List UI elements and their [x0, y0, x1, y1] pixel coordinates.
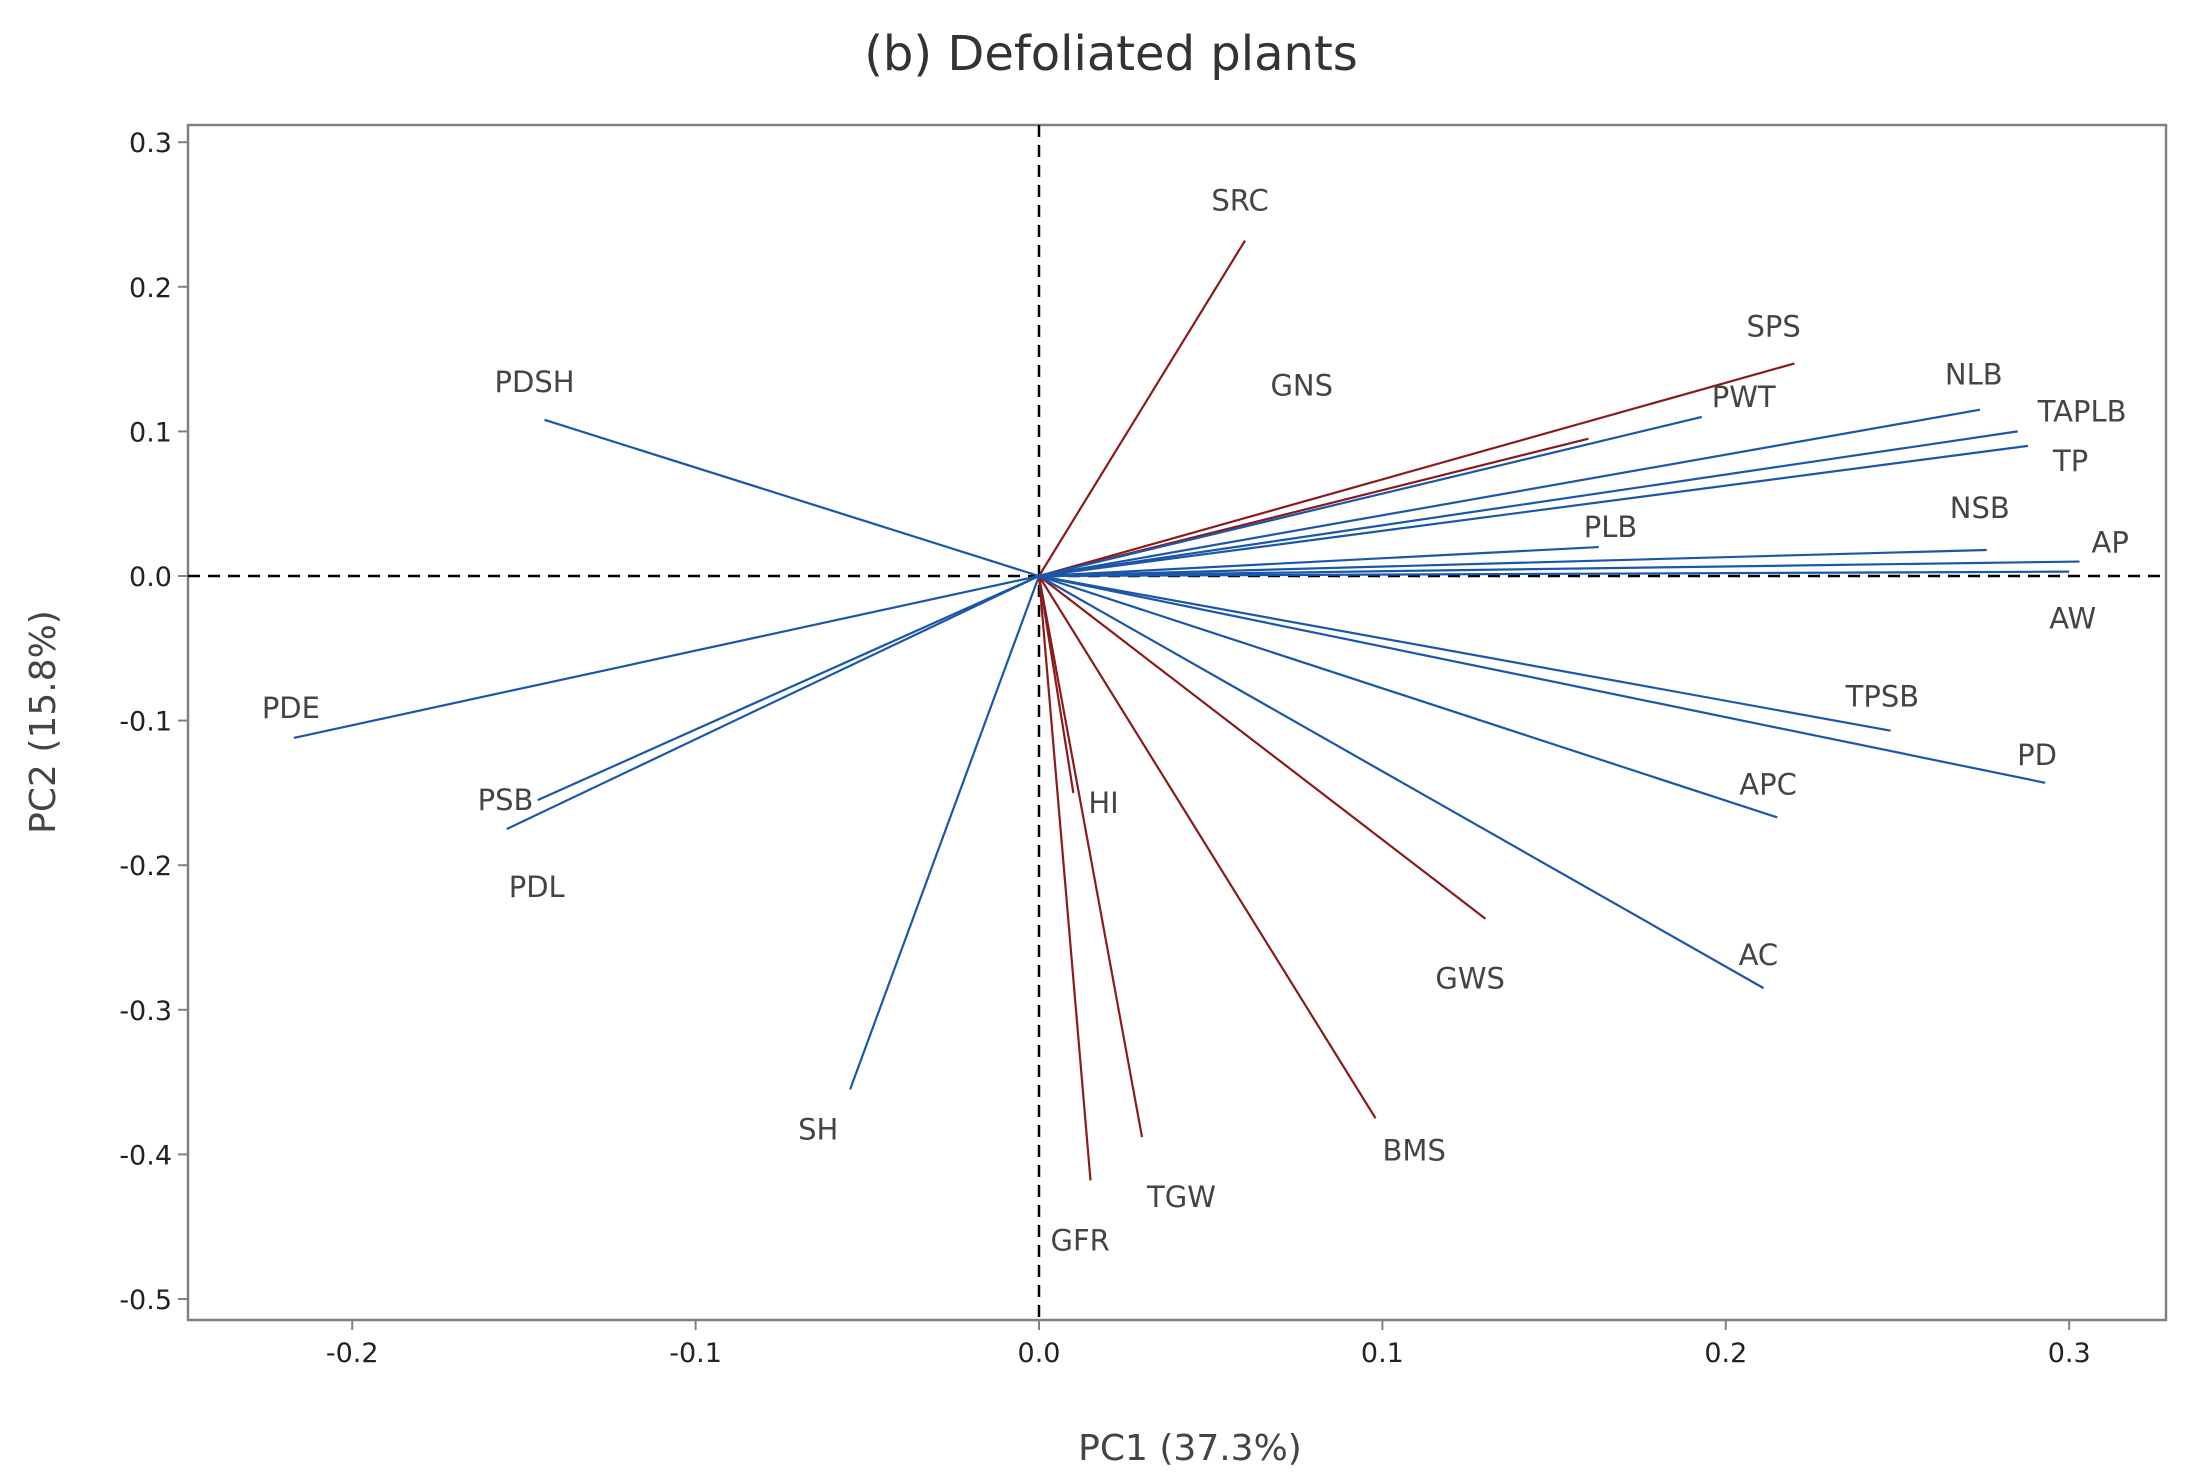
label-plb: PLB — [1584, 510, 1638, 544]
vector-pwt — [1038, 415, 1703, 578]
label-apc: APC — [1739, 767, 1797, 801]
label-pwt: PWT — [1712, 380, 1776, 414]
vector-nlb — [1038, 408, 1981, 578]
label-taplb: TAPLB — [2037, 394, 2127, 428]
vector-apc — [1038, 574, 1778, 819]
label-bms: BMS — [1383, 1133, 1446, 1167]
vector-pd — [1038, 574, 2046, 784]
x-tick-label: -0.2 — [326, 1338, 379, 1369]
loading-vectors — [293, 239, 2080, 1181]
vector-pdsh — [544, 418, 1040, 578]
plot-frame — [186, 123, 2168, 1322]
chart-title: (b) Defoliated plants — [864, 26, 1358, 82]
y-tick-label: -0.3 — [119, 996, 172, 1027]
label-sps: SPS — [1746, 309, 1800, 343]
label-aw: AW — [2049, 602, 2096, 636]
label-gns: GNS — [1270, 369, 1333, 403]
vector-ap — [1038, 560, 2080, 578]
vector-tpsb — [1038, 574, 1891, 732]
label-tgw: TGW — [1146, 1180, 1216, 1214]
label-tpsb: TPSB — [1845, 680, 1920, 714]
label-src: SRC — [1211, 184, 1268, 218]
label-hi: HI — [1088, 786, 1118, 820]
label-tp: TP — [2052, 444, 2088, 478]
label-pdl: PDL — [509, 870, 565, 904]
axis-ticks: -0.2 -0.1 0.0 0.1 0.2 0.3 0.3 0.2 0.1 0.0 -0.1 -0.2… — [119, 128, 2090, 1369]
label-pdsh: PDSH — [495, 365, 575, 399]
y-tick-label: 0.0 — [129, 562, 172, 593]
label-ap: AP — [2092, 526, 2129, 560]
label-nlb: NLB — [1945, 358, 2003, 392]
label-pd: PD — [2017, 738, 2057, 772]
vector-gfr — [1037, 575, 1092, 1181]
y-tick-label: -0.2 — [119, 851, 172, 882]
y-tick-label: -0.4 — [119, 1140, 172, 1171]
vector-pdl — [506, 575, 1040, 831]
vector-sh — [849, 575, 1041, 1090]
x-tick-label: 0.3 — [2048, 1338, 2091, 1369]
y-axis-label: PC2 (15.8%) — [23, 610, 64, 834]
label-gfr: GFR — [1051, 1223, 1110, 1257]
label-psb: PSB — [478, 783, 534, 817]
vector-pde — [293, 574, 1040, 740]
y-tick-label: 0.2 — [129, 273, 172, 304]
y-tick-label: -0.5 — [119, 1285, 172, 1316]
vector-tp — [1038, 444, 2029, 578]
vector-aw — [1038, 570, 2070, 578]
vector-bms — [1038, 575, 1377, 1119]
vector-gws — [1038, 575, 1487, 920]
label-ac: AC — [1739, 938, 1779, 972]
label-pde: PDE — [262, 691, 320, 725]
label-sh: SH — [798, 1112, 838, 1146]
y-tick-label: 0.3 — [129, 128, 172, 159]
y-tick-label: -0.1 — [119, 707, 172, 738]
vector-ac — [1038, 575, 1765, 990]
vector-labels: SRC SPS GNS HI GFR TGW BMS GWS PWT NLB TAPLB TP PLB N… — [262, 184, 2129, 1258]
vector-psb — [537, 574, 1040, 802]
x-tick-label: 0.2 — [1704, 1338, 1747, 1369]
reference-lines — [188, 125, 2166, 1320]
vector-sps — [1038, 362, 1795, 578]
y-tick-label: 0.1 — [129, 417, 172, 448]
label-nsb: NSB — [1950, 491, 2010, 525]
label-gws: GWS — [1435, 962, 1505, 996]
x-tick-label: 0.0 — [1018, 1338, 1061, 1369]
vector-nsb — [1038, 548, 1987, 578]
x-tick-label: -0.1 — [669, 1338, 722, 1369]
vector-taplb — [1038, 430, 2018, 578]
vector-tgw — [1037, 575, 1144, 1138]
x-tick-label: 0.1 — [1361, 1338, 1404, 1369]
vector-src — [1038, 239, 1246, 577]
vector-plb — [1038, 545, 1599, 578]
x-axis-label: PC1 (37.3%) — [1078, 1428, 1302, 1469]
